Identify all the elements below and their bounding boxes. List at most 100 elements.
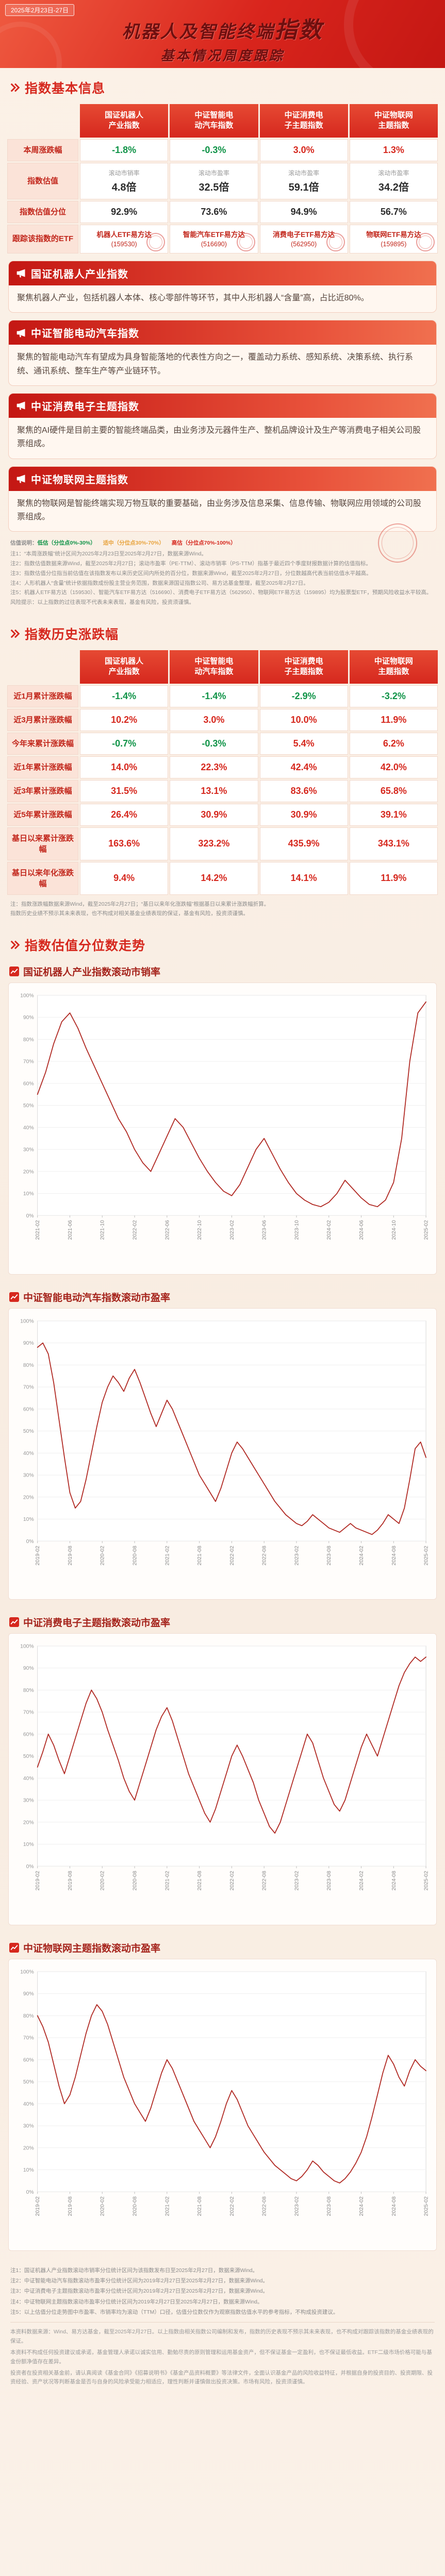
row-label: 近5年累计涨跌幅 — [7, 803, 78, 826]
svg-text:60%: 60% — [23, 2057, 34, 2063]
svg-text:2021-02: 2021-02 — [164, 2196, 170, 2216]
change-value: 26.4% — [80, 803, 169, 826]
svg-text:2022-02: 2022-02 — [229, 1546, 235, 1565]
svg-text:70%: 70% — [23, 2036, 34, 2041]
change-value: -0.7% — [80, 732, 169, 755]
svg-text:10%: 10% — [23, 2167, 34, 2173]
footer-note-line: 注5：以上估值分位走势图中市盈率、市销率均为滚动（TTM）口径，估值分位数仅作为… — [10, 2309, 339, 2315]
svg-text:90%: 90% — [23, 1991, 34, 1997]
valuation-legend: 估值说明：低估（分位点0%-30%） 适中（分位点30%-70%） 高估（分位点70… — [10, 539, 435, 548]
svg-text:2019-02: 2019-02 — [35, 2196, 41, 2216]
etf-name: 消费电子ETF易方达 — [273, 230, 335, 239]
svg-text:0%: 0% — [26, 1539, 34, 1545]
svg-text:2020-08: 2020-08 — [133, 1546, 138, 1565]
svg-text:2023-02: 2023-02 — [229, 1220, 235, 1240]
svg-text:2019-08: 2019-08 — [68, 2196, 73, 2216]
svg-text:80%: 80% — [23, 1688, 34, 1693]
svg-text:2024-02: 2024-02 — [326, 1220, 332, 1240]
highlight-body: 聚焦的AI硬件是目前主要的智能终端品类，由业务涉及元器件生产、整机品牌设计及生产… — [17, 426, 421, 449]
change-value: 10.0% — [259, 708, 348, 731]
svg-text:70%: 70% — [23, 1710, 34, 1716]
page-title-text: 机器人及智能终端 — [122, 22, 275, 42]
svg-text:2025-02: 2025-02 — [424, 1871, 430, 1890]
svg-text:2024-08: 2024-08 — [391, 1546, 397, 1565]
change-value: 11.9% — [349, 861, 438, 895]
chart-title-text: 中证消费电子主题指数滚动市盈率 — [23, 1618, 171, 1629]
week-change-value: 1.3% — [349, 139, 438, 161]
note-line: 注4：人形机器人“含量”统计依据指数成份股主营业务范围，数据来源国证指数公司、易… — [10, 580, 309, 586]
svg-text:2020-08: 2020-08 — [133, 1871, 138, 1890]
svg-text:30%: 30% — [23, 1147, 34, 1153]
svg-text:90%: 90% — [23, 1341, 34, 1346]
change-value: 5.4% — [259, 732, 348, 755]
svg-text:40%: 40% — [23, 1776, 34, 1782]
svg-text:2022-10: 2022-10 — [197, 1220, 203, 1240]
change-value: 3.0% — [170, 708, 258, 731]
line-chart-icon — [9, 967, 19, 977]
note-line: 注3：指数估值分位指当前估值在该指数发布以来历史区间内所处的百分位，数据来源Wi… — [10, 570, 372, 577]
highlight-title-text: 中证消费电子主题指数 — [31, 401, 139, 413]
svg-text:20%: 20% — [23, 1169, 34, 1175]
svg-text:90%: 90% — [23, 1666, 34, 1671]
chart-title-text: 国证机器人产业指数滚动市销率 — [23, 967, 161, 978]
megaphone-icon — [17, 401, 25, 410]
chart-title: 中证消费电子主题指数滚动市盈率 — [9, 1615, 436, 1629]
highlight-title: 中证消费电子主题指数 — [9, 393, 436, 418]
chart-block-robot-ps: 国证机器人产业指数滚动市销率 0% 10% 20% 30% 40% 50% 60% 70% 80… — [8, 964, 437, 1275]
svg-text:2020-02: 2020-02 — [100, 1871, 106, 1890]
svg-text:50%: 50% — [23, 2079, 34, 2085]
svg-text:2025-02: 2025-02 — [424, 1546, 430, 1565]
etf-name: 机器人ETF易方达 — [96, 230, 152, 239]
date-badge: 2025年2月23日-27日 — [5, 4, 75, 16]
svg-text:2023-10: 2023-10 — [294, 1220, 300, 1240]
svg-text:50%: 50% — [23, 1103, 34, 1109]
valuation-metric-name: 滚动市盈率 — [378, 169, 409, 177]
highlight-body: 聚焦的物联网是智能终端实现万物互联的重要基础，由业务涉及信息采集、信息传输、物联… — [17, 499, 422, 522]
valuation-cell: 滚动市盈率 32.5倍 — [170, 162, 258, 199]
svg-text:100%: 100% — [20, 1644, 34, 1650]
svg-text:2019-02: 2019-02 — [35, 1546, 41, 1565]
column-header-iot: 中证物联网 主题指数 — [349, 104, 438, 138]
svg-text:2022-02: 2022-02 — [133, 1220, 138, 1240]
svg-text:2024-02: 2024-02 — [359, 1871, 365, 1890]
megaphone-icon — [17, 269, 25, 278]
change-value: 435.9% — [259, 827, 348, 860]
change-value: -0.3% — [170, 732, 258, 755]
svg-text:2021-02: 2021-02 — [164, 1871, 170, 1890]
highlight-card: 中证消费电子主题指数聚焦的AI硬件是目前主要的智能终端品类，由业务涉及元器件生产… — [8, 393, 437, 459]
disclaimer-line: 本资料数据来源：Wind、易方达基金，截至2025年2月27日。以上指数由相关指… — [10, 2329, 434, 2344]
svg-text:100%: 100% — [20, 1969, 34, 1975]
chart-title: 中证智能电动汽车指数滚动市盈率 — [9, 1290, 436, 1304]
svg-text:40%: 40% — [23, 2102, 34, 2107]
svg-text:2021-02: 2021-02 — [35, 1220, 41, 1240]
etf-code: (562950) — [291, 240, 317, 248]
svg-text:30%: 30% — [23, 1798, 34, 1804]
highlight-title-text: 国证机器人产业指数 — [31, 268, 128, 280]
change-value: -1.4% — [170, 685, 258, 707]
svg-text:20%: 20% — [23, 2145, 34, 2151]
highlight-card: 国证机器人产业指数 聚焦机器人产业，包括机器人本体、核心零部件等环节，其中人形机器… — [8, 260, 437, 313]
svg-text:2021-02: 2021-02 — [164, 1546, 170, 1565]
row-label: 近1年累计涨跌幅 — [7, 756, 78, 778]
change-value: -1.4% — [80, 685, 169, 707]
svg-text:2023-08: 2023-08 — [326, 1546, 332, 1565]
percentile-value: 73.6% — [170, 200, 258, 223]
svg-text:2023-06: 2023-06 — [262, 1220, 268, 1240]
svg-text:2025-02: 2025-02 — [424, 2196, 430, 2216]
percentile-value: 56.7% — [349, 200, 438, 223]
basic-notes: 估值说明：低估（分位点0%-30%） 适中（分位点30%-70%） 高估（分位点70… — [10, 520, 435, 607]
section-title-text: 指数历史涨跌幅 — [25, 628, 119, 642]
svg-text:2024-08: 2024-08 — [391, 1871, 397, 1890]
page-subtitle: 基本情况周度跟踪 — [160, 48, 285, 63]
svg-text:2019-08: 2019-08 — [68, 1546, 73, 1565]
corner-cell — [7, 104, 78, 138]
history-table: 国证机器人 产业指数 中证智能电 动汽车指数 中证消费电 子主题指数 中证物联网 主题… — [7, 650, 438, 895]
valuation-metric-name: 滚动市盈率 — [198, 169, 229, 177]
svg-text:2023-02: 2023-02 — [294, 2196, 300, 2216]
column-header-robot: 国证机器人 产业指数 — [80, 104, 169, 138]
highlight-body: 聚焦的智能电动汽车有望成为具身智能落地的代表性方向之一，覆盖动力系统、感知系统、… — [17, 353, 414, 376]
header-banner: 2025年2月23日-27日 机器人及智能终端指数 基本情况周度跟踪 — [0, 0, 445, 68]
column-header: 中证智能电 动汽车指数 — [170, 650, 258, 684]
row-label: 近3年累计涨跌幅 — [7, 779, 78, 802]
svg-text:2024-02: 2024-02 — [359, 2196, 365, 2216]
